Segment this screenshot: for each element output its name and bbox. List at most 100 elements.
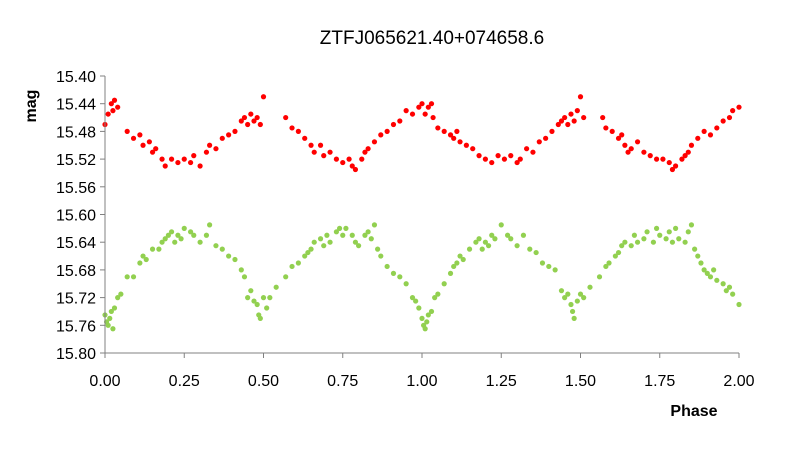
data-point	[473, 239, 479, 245]
data-point	[111, 305, 118, 311]
data-point	[504, 232, 511, 238]
data-point	[213, 243, 219, 249]
x-axis-label: Phase	[670, 403, 717, 420]
data-point	[346, 156, 352, 162]
data-point	[203, 149, 210, 155]
data-point	[430, 114, 436, 121]
data-point	[688, 222, 695, 228]
y-axis-label: mag	[23, 90, 40, 123]
data-point	[165, 232, 171, 238]
data-point	[543, 135, 549, 141]
data-point	[650, 239, 657, 245]
data-point	[432, 295, 438, 301]
data-point	[565, 121, 571, 128]
data-point	[343, 225, 349, 231]
data-point	[695, 253, 701, 259]
data-point	[577, 291, 584, 297]
data-point	[647, 153, 653, 159]
data-point	[730, 108, 736, 114]
data-point	[149, 246, 156, 252]
data-point	[378, 132, 384, 138]
data-point	[254, 301, 260, 308]
data-point	[736, 301, 742, 308]
data-point	[352, 166, 359, 173]
data-point	[568, 301, 574, 308]
y-tick-label: 15.60	[56, 208, 96, 225]
x-tick-label: 1.50	[565, 373, 596, 390]
data-point	[600, 114, 606, 121]
data-point	[248, 111, 254, 117]
y-tick-label: 15.52	[56, 152, 96, 169]
data-point	[641, 236, 647, 242]
data-point	[476, 236, 482, 242]
data-point	[168, 156, 175, 162]
data-point	[489, 232, 495, 238]
data-point	[108, 101, 114, 107]
data-point	[368, 236, 374, 242]
data-point	[397, 274, 403, 280]
data-point	[669, 166, 676, 173]
data-point	[130, 135, 137, 141]
data-point	[527, 246, 533, 252]
data-point	[508, 153, 514, 159]
data-point	[692, 246, 698, 252]
data-point	[619, 132, 625, 138]
plot-area	[102, 94, 742, 332]
data-point	[622, 239, 628, 245]
data-point	[419, 315, 425, 321]
data-point	[248, 288, 254, 294]
data-point	[118, 291, 124, 297]
data-point	[520, 232, 527, 238]
data-point	[714, 277, 720, 283]
data-point	[714, 125, 720, 131]
data-point	[219, 135, 225, 141]
data-point	[267, 295, 273, 301]
data-point	[197, 163, 203, 169]
data-point	[187, 159, 194, 166]
data-point	[159, 156, 165, 162]
data-point	[336, 225, 343, 231]
data-point	[340, 232, 346, 238]
data-point	[349, 163, 355, 169]
data-point	[457, 139, 463, 145]
data-point	[308, 142, 314, 148]
data-point	[435, 291, 441, 297]
data-point	[172, 239, 178, 245]
data-point	[615, 135, 622, 141]
data-point	[362, 232, 368, 238]
data-point	[454, 128, 460, 134]
data-point	[644, 229, 650, 235]
data-point	[333, 229, 340, 235]
data-point	[111, 97, 118, 103]
data-point	[533, 249, 539, 256]
data-point	[191, 153, 197, 159]
data-point	[466, 246, 473, 252]
data-point	[498, 222, 504, 228]
data-point	[666, 159, 672, 166]
data-point	[707, 274, 714, 280]
y-tick-label: 15.40	[56, 69, 96, 86]
data-point	[685, 229, 691, 235]
data-point	[720, 118, 726, 124]
data-point	[295, 128, 301, 134]
data-point	[736, 104, 742, 110]
data-point	[485, 243, 492, 249]
data-point	[108, 308, 114, 315]
data-point	[289, 263, 295, 270]
data-point	[549, 128, 555, 134]
data-point	[615, 249, 622, 256]
y-tick-label: 15.56	[56, 180, 96, 197]
data-point	[245, 295, 251, 301]
data-point	[422, 326, 428, 332]
data-point	[390, 121, 397, 128]
data-point	[711, 267, 717, 273]
data-point	[571, 315, 577, 321]
data-point	[289, 125, 295, 131]
data-point	[327, 239, 333, 245]
data-point	[634, 239, 641, 245]
data-point	[596, 274, 603, 280]
data-point	[460, 256, 466, 263]
data-point	[470, 146, 476, 152]
data-point	[546, 263, 552, 270]
y-tick-label: 15.68	[56, 263, 96, 280]
